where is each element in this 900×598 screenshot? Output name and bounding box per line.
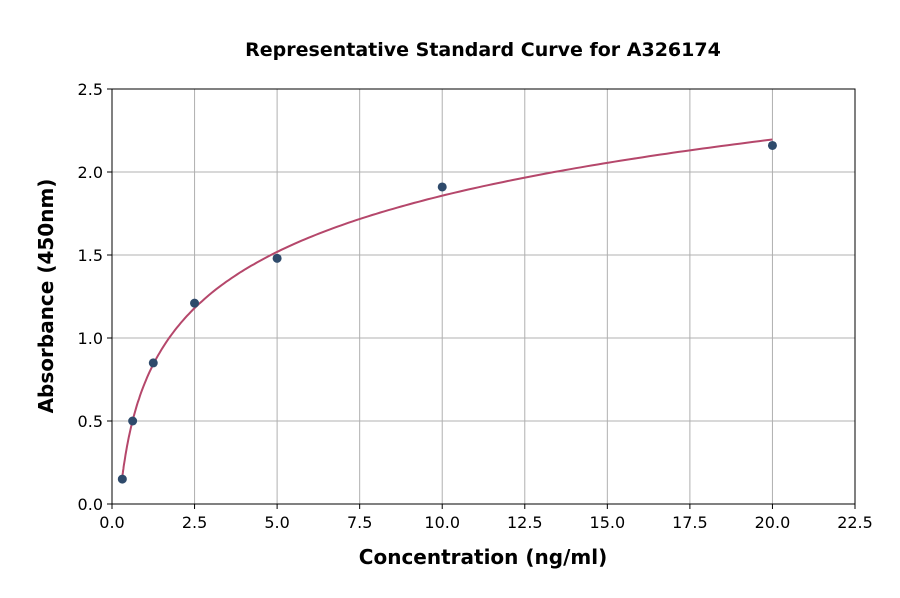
data-point: [437, 182, 447, 192]
plot-frame: [111, 88, 856, 505]
y-tick-label: 2.0: [78, 163, 103, 182]
x-tick-label: 22.5: [837, 513, 873, 532]
y-tick-label: 1.0: [78, 329, 103, 348]
data-points: [117, 140, 777, 484]
x-tick-label: 17.5: [672, 513, 708, 532]
x-tick-label: 5.0: [264, 513, 289, 532]
data-point: [272, 253, 282, 263]
data-point: [128, 416, 138, 426]
y-tick-label: 0.0: [78, 495, 103, 514]
fit-curve: [121, 138, 773, 477]
y-axis-label: Absorbance (450nm): [34, 179, 58, 414]
x-tick-label: 0.0: [99, 513, 124, 532]
data-point: [148, 358, 158, 368]
grid: [111, 88, 856, 505]
x-tick-label: 12.5: [507, 513, 543, 532]
x-tick-label: 15.0: [590, 513, 626, 532]
y-tick-label: 2.5: [78, 80, 103, 99]
y-tick-label: 1.5: [78, 246, 103, 265]
x-tick-label: 10.0: [424, 513, 460, 532]
x-axis-ticks: 0.0 2.5 5.0 7.5 10.0 12.5 15.0 17.5 20.0 22.5: [99, 504, 873, 532]
x-tick-label: 2.5: [182, 513, 207, 532]
y-axis-ticks: 0.0 0.5 1.0 1.5 2.0 2.5: [78, 80, 112, 514]
x-axis-label: Concentration (ng/ml): [359, 545, 607, 569]
chart-title: Representative Standard Curve for A32617…: [245, 39, 721, 61]
x-tick-label: 7.5: [347, 513, 372, 532]
data-point: [117, 474, 127, 484]
y-tick-label: 0.5: [78, 412, 103, 431]
x-tick-label: 20.0: [755, 513, 791, 532]
data-point: [190, 298, 200, 308]
data-point: [767, 140, 777, 150]
